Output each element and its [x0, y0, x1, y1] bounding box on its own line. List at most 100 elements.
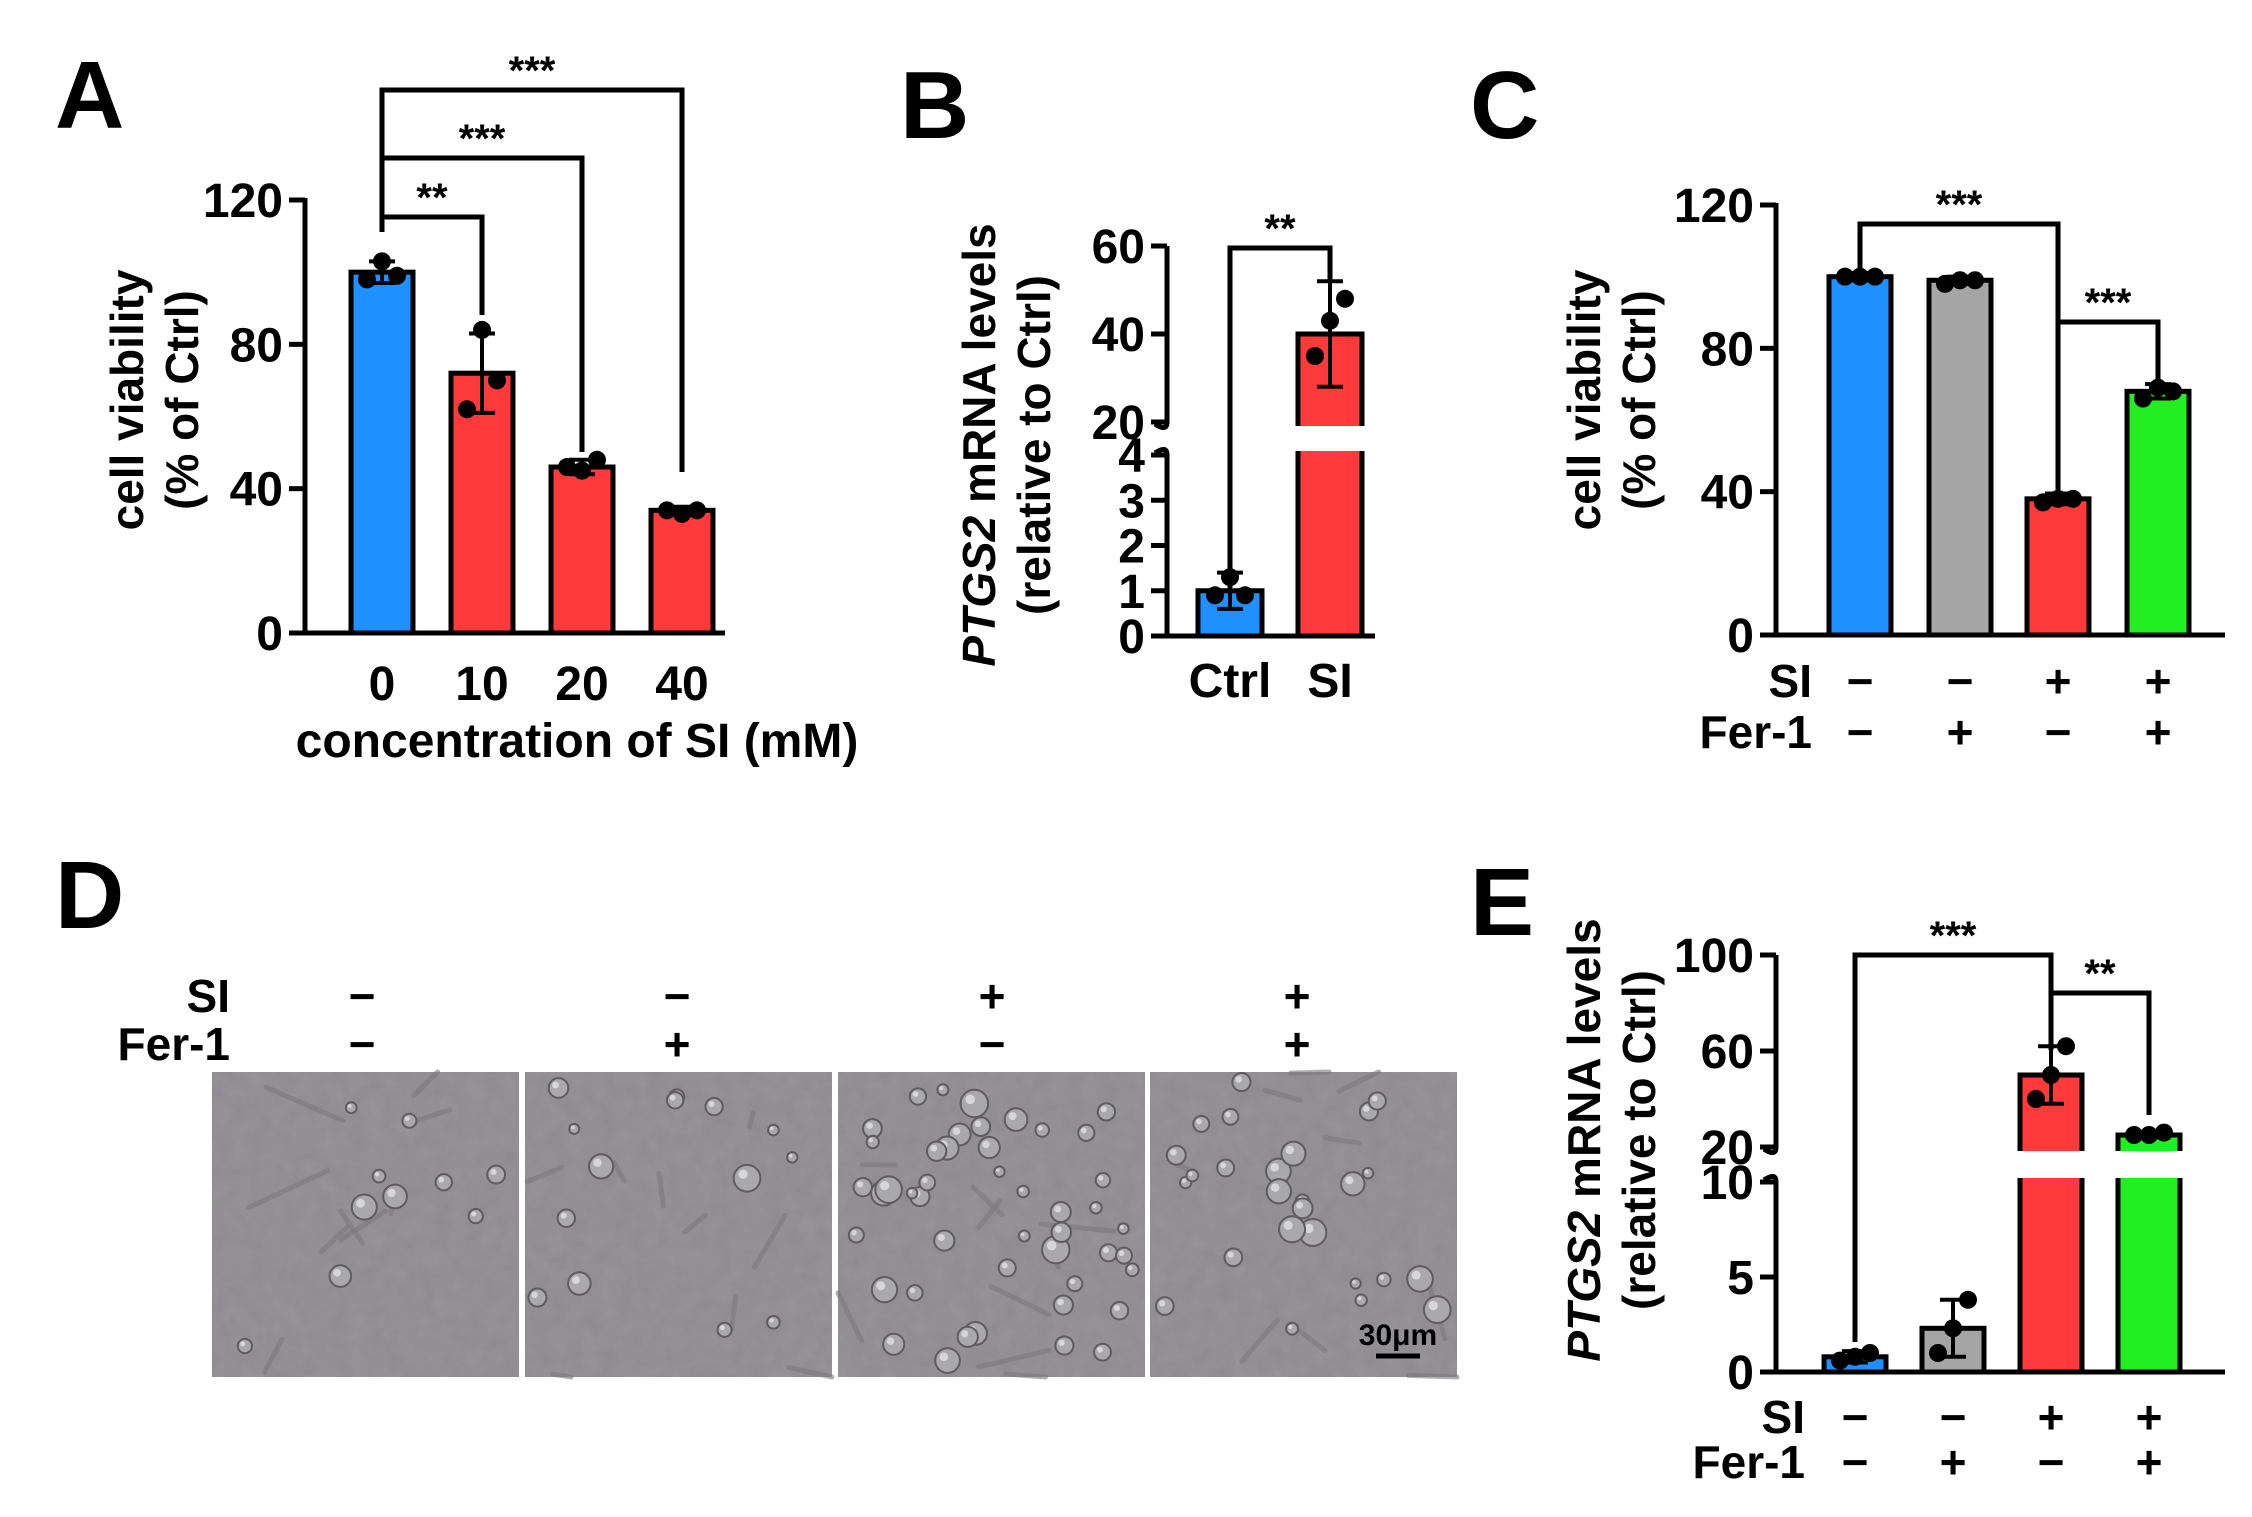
cell-highlight-3-12 — [1288, 1324, 1293, 1330]
y-tick-label-upper-2: 60 — [1092, 221, 1145, 274]
x-tick-label-2: 20 — [555, 658, 608, 711]
cell-highlight-1-2 — [719, 1325, 725, 1331]
cell-highlight-3-2 — [1170, 1149, 1177, 1156]
cell-streak-1-3 — [751, 1212, 788, 1270]
significance-label-0: ** — [416, 176, 448, 220]
significance-bracket-2 — [379, 87, 685, 472]
y-axis-label-line1: PTGS2 mRNA levels — [1558, 918, 1610, 1361]
data-point-0-1 — [1851, 267, 1869, 286]
cell-streak-0-8 — [261, 1337, 285, 1376]
cell-streak-0-1 — [318, 1223, 351, 1255]
data-point-1-1 — [473, 320, 491, 339]
cell-0-1 — [434, 1173, 453, 1192]
cell-3-23 — [1216, 1158, 1236, 1178]
cell-2-29 — [882, 1332, 906, 1356]
y-tick-label-upper-0: 20 — [1092, 397, 1145, 450]
cell-highlight-2-1 — [1001, 1262, 1008, 1269]
bar-3 — [648, 507, 716, 636]
cell-highlight-3-16 — [1371, 1095, 1378, 1102]
y-tick-label-upper-2: 100 — [1674, 930, 1754, 983]
cell-0-0 — [371, 1168, 387, 1184]
data-point-0-0 — [358, 270, 376, 289]
data-point-0-0 — [1831, 1351, 1849, 1370]
bar-2 — [2024, 496, 2092, 638]
bar-break-gap-2 — [2016, 1151, 2086, 1178]
fer1-sign-0: − — [1842, 1436, 1869, 1488]
cell-2-18 — [1096, 1102, 1117, 1122]
significance-bracket-1 — [2055, 319, 2161, 490]
fer1-sign-3: + — [2136, 1436, 2163, 1488]
cell-highlight-1-5 — [769, 1318, 774, 1323]
cell-highlight-1-0 — [788, 1153, 793, 1158]
panel-c-chart: 0 40 80 120 *** *** cell viability (% of Ctrl) S… — [1558, 180, 2225, 758]
cell-highlight-2-36 — [1019, 1187, 1024, 1192]
cell-2-43 — [1017, 1229, 1031, 1243]
data-point-2-1 — [2049, 489, 2067, 508]
cell-highlight-3-7 — [1270, 1163, 1280, 1172]
fer1-sign-1: + — [664, 1018, 691, 1070]
gene-name: PTGS2 — [953, 515, 1005, 666]
cell-highlight-0-6 — [347, 1104, 352, 1108]
cell-highlight-2-25 — [1113, 1305, 1120, 1312]
x-tick-label-3: 40 — [655, 658, 708, 711]
y-tick-label-lower-3: 3 — [1118, 475, 1145, 528]
data-point-1-0 — [1306, 347, 1324, 365]
si-sign-2: + — [2045, 655, 2072, 707]
cell-1-5 — [766, 1315, 781, 1330]
micrograph-1 — [524, 1072, 835, 1380]
cell-1-10 — [704, 1096, 724, 1117]
cell-streak-1-4 — [611, 1159, 627, 1184]
data-point-1-0 — [1929, 1344, 1947, 1362]
cell-streak-0-3 — [411, 1069, 441, 1098]
y-axis-label-line1: cell viability — [101, 269, 153, 530]
data-point-1-2 — [1966, 271, 1984, 290]
cell-highlight-2-13 — [961, 1330, 969, 1338]
data-point-1-1 — [1951, 271, 1969, 290]
data-point-1-0 — [1936, 274, 1954, 293]
y-tick-label-lower-0: 0 — [1727, 1347, 1754, 1400]
cell-1-4 — [547, 1077, 570, 1099]
y-tick-label-3: 120 — [203, 175, 283, 228]
cell-2-10 — [906, 1284, 924, 1302]
cell-highlight-3-17 — [1235, 1076, 1242, 1083]
cell-2-42 — [934, 1347, 961, 1374]
cell-highlight-0-2 — [240, 1341, 246, 1347]
bar-0 — [1826, 274, 1894, 638]
y-tick-label-upper-1: 40 — [1092, 309, 1145, 362]
cell-streak-1-0 — [656, 1170, 666, 1209]
cell-streak-3-2 — [1288, 1069, 1332, 1076]
y-tick-label-1: 40 — [230, 464, 283, 517]
cell-highlight-2-28 — [922, 1177, 928, 1183]
cell-2-26 — [865, 1134, 880, 1150]
data-point-0-2 — [1861, 1344, 1879, 1362]
cell-streak-2-3 — [970, 1184, 1005, 1218]
y-axis-label-rest: mRNA levels — [953, 223, 1005, 515]
cell-2-0 — [959, 1088, 990, 1119]
data-point-3-2 — [688, 501, 706, 520]
data-point-3-0 — [658, 501, 676, 520]
cell-2-13 — [956, 1325, 979, 1348]
cell-3-11 — [1223, 1247, 1244, 1268]
x-tick-label-0: Ctrl — [1189, 655, 1272, 708]
data-point-3-1 — [2140, 1126, 2158, 1144]
cell-highlight-3-24 — [1411, 1270, 1421, 1280]
cell-highlight-1-4 — [552, 1081, 559, 1089]
cell-highlight-3-21 — [1357, 1296, 1362, 1301]
cell-2-24 — [1093, 1342, 1112, 1362]
bar-2 — [2017, 1072, 2085, 1375]
data-point-3-1 — [673, 504, 691, 523]
data-point-0-2 — [1866, 267, 1884, 286]
micrograph-3 — [1150, 1069, 1460, 1380]
cell-highlight-2-30 — [1069, 1278, 1076, 1285]
data-point-2-0 — [558, 458, 576, 477]
si-sign-3: + — [2145, 655, 2172, 707]
y-tick-label-lower-4: 4 — [1118, 430, 1145, 483]
cell-highlight-2-14 — [866, 1122, 873, 1129]
y-tick-label-lower-1: 5 — [1727, 1252, 1754, 1305]
cell-highlight-1-12 — [531, 1291, 538, 1298]
cell-2-45 — [925, 1140, 948, 1162]
si-sign-2: + — [2038, 1391, 2065, 1443]
cell-2-35 — [1050, 1221, 1073, 1244]
